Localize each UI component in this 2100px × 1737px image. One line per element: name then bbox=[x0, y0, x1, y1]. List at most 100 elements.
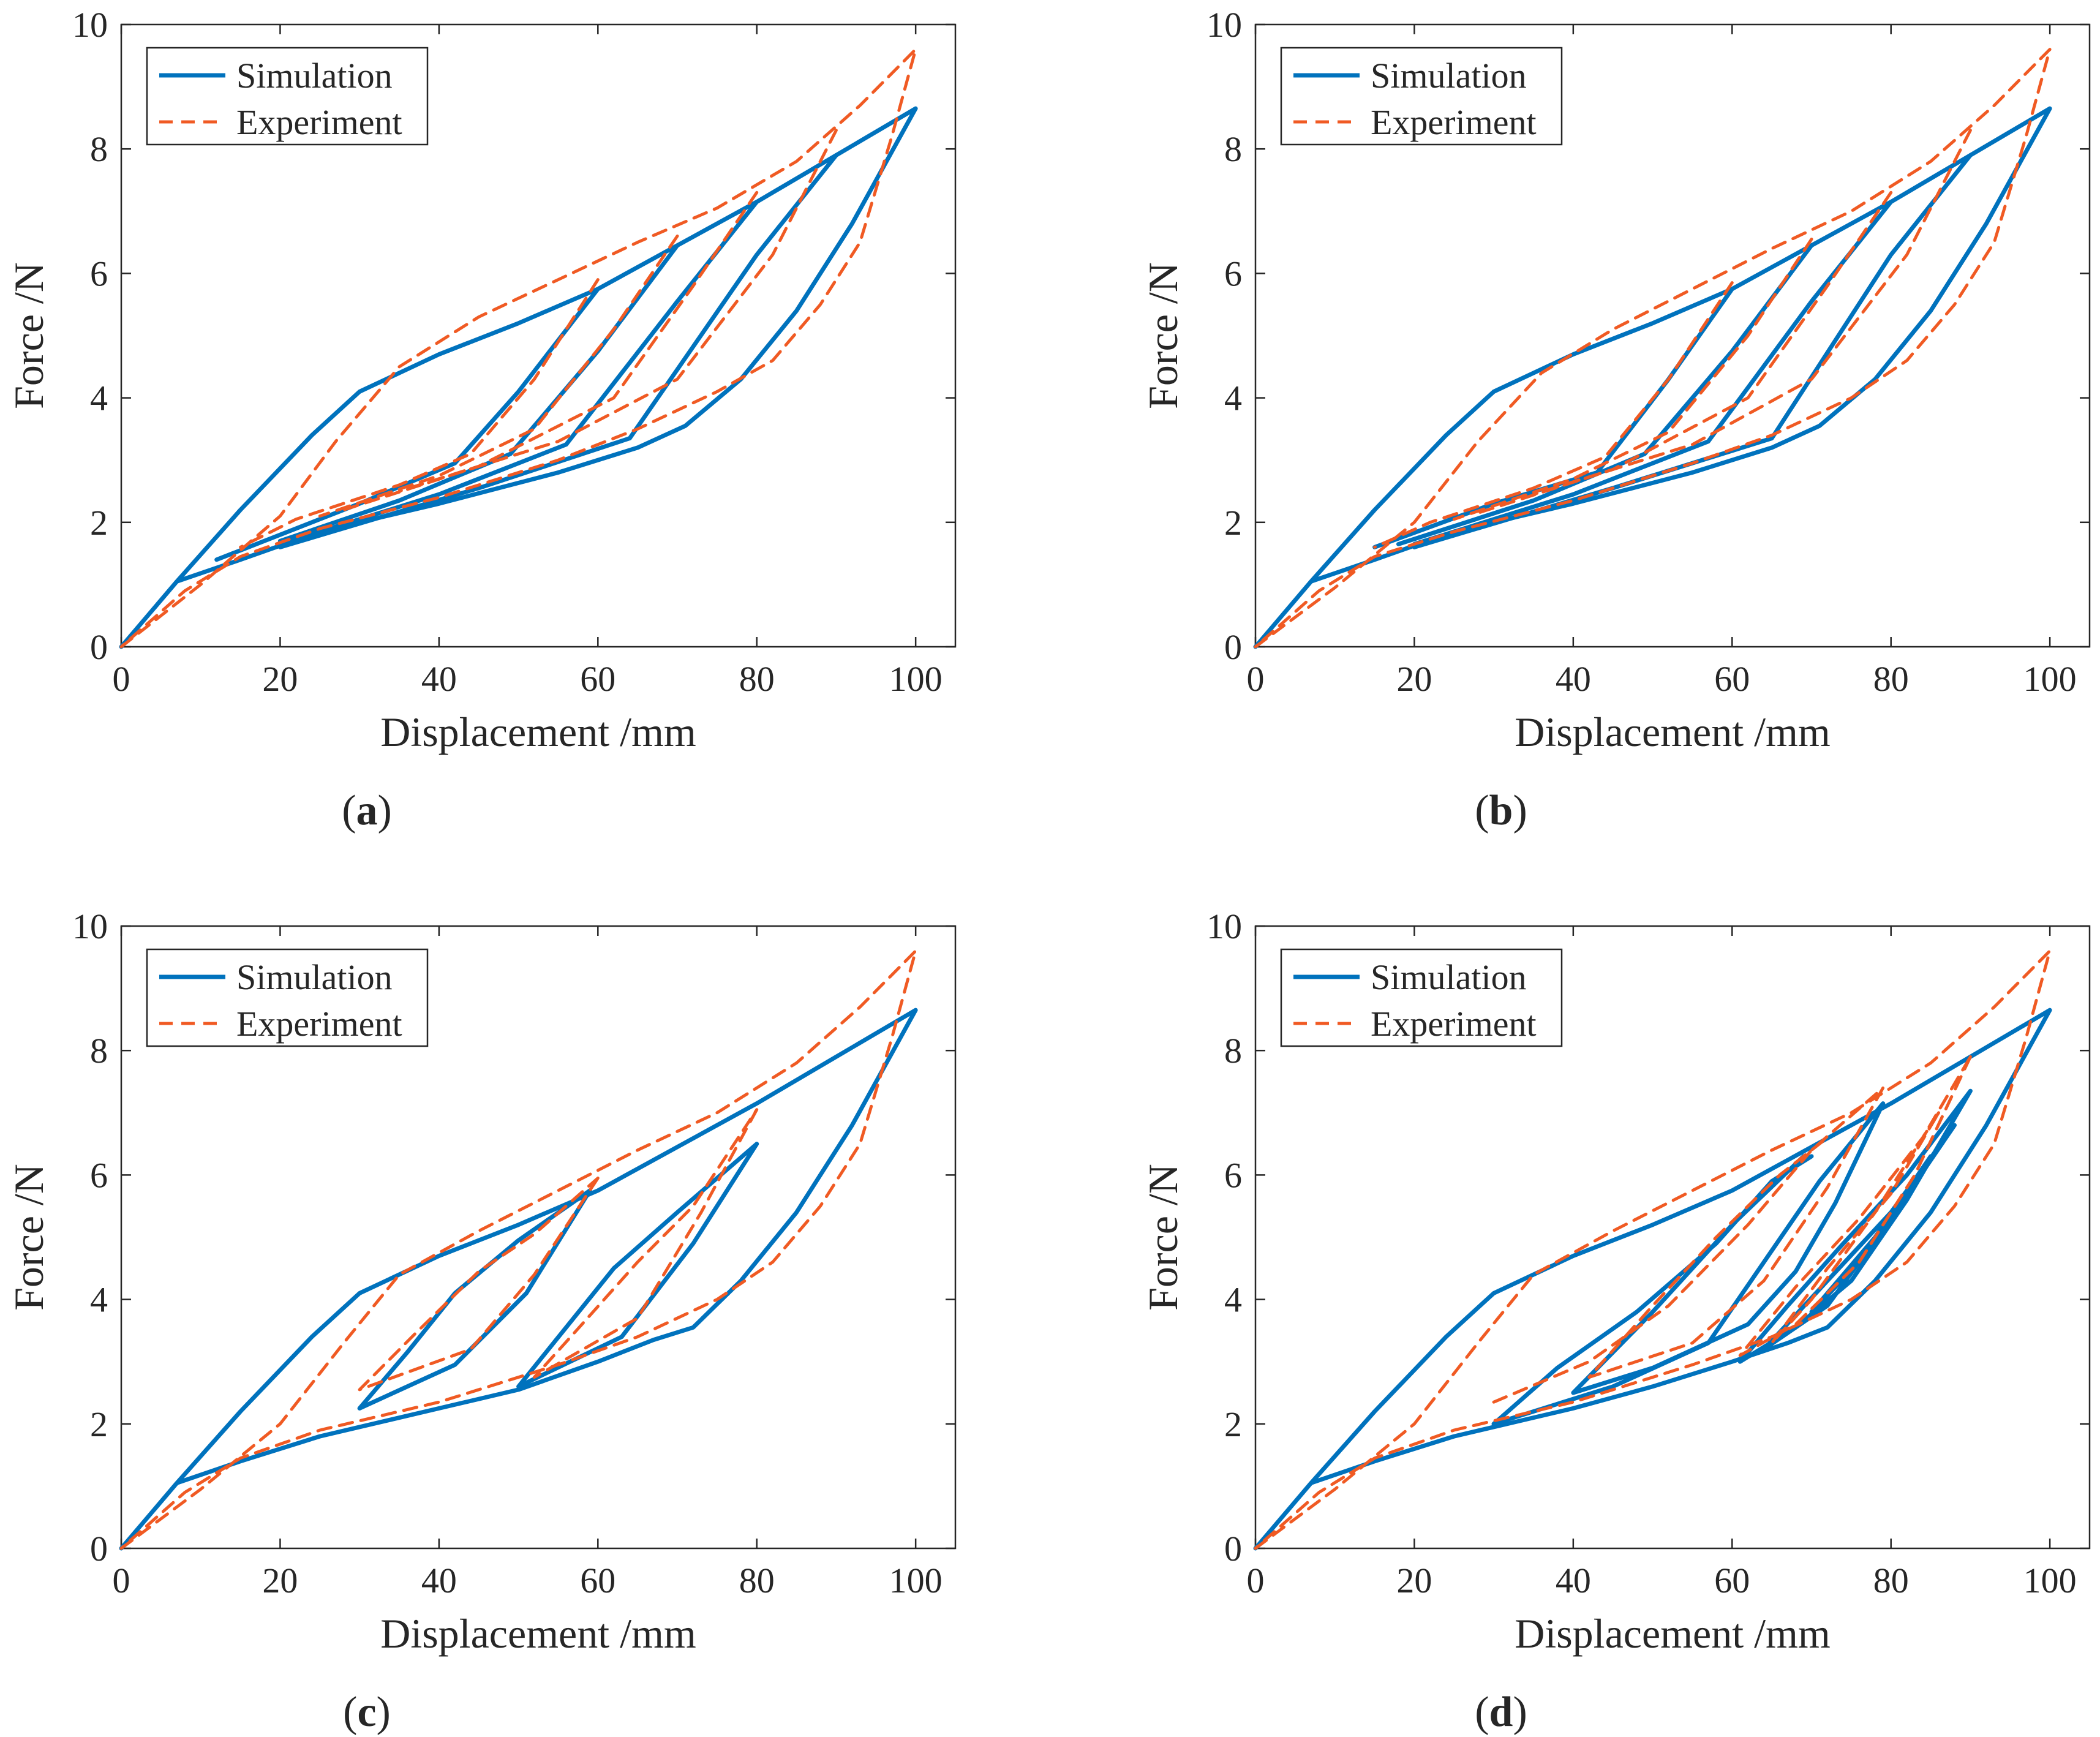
chart-panel-d: 0 20 40 60 80 100 0 2 4 6 8 10 Displacement /mm Force… bbox=[1140, 906, 2091, 1736]
x-axis-label: Displacement /mm bbox=[1515, 1610, 1831, 1657]
y-tick-label: 4 bbox=[1224, 1280, 1242, 1320]
y-tick-label: 10 bbox=[1206, 5, 1242, 45]
y-tick-label: 2 bbox=[90, 503, 108, 543]
caption-letter: c bbox=[357, 1689, 376, 1736]
x-tick-label: 100 bbox=[2023, 659, 2077, 699]
chart-panel-b: 0 20 40 60 80 100 0 2 4 6 8 10 Displacement /mm Force… bbox=[1140, 5, 2091, 834]
y-tick-label: 8 bbox=[90, 129, 108, 169]
experiment-line bbox=[1254, 949, 2052, 1550]
y-tick-label: 4 bbox=[90, 379, 108, 418]
experiment-line bbox=[397, 129, 838, 493]
experiment-line bbox=[1738, 1055, 1972, 1357]
y-tick-label: 0 bbox=[90, 1529, 108, 1569]
x-tick-label: 20 bbox=[262, 1561, 298, 1600]
y-tick-label: 0 bbox=[90, 627, 108, 667]
simulation-line bbox=[357, 1188, 592, 1411]
y-axis-label: Force /N bbox=[6, 262, 52, 409]
simulation-line bbox=[516, 1142, 759, 1389]
panel-caption: (d) bbox=[1475, 1689, 1527, 1736]
y-tick-label: 6 bbox=[1224, 1155, 1242, 1195]
x-tick-label: 40 bbox=[1556, 1561, 1591, 1600]
legend-label-simulation: Simulation bbox=[1371, 56, 1527, 96]
legend-box bbox=[146, 948, 429, 1047]
x-tick-label: 0 bbox=[113, 1561, 130, 1600]
caption-paren-open: ( bbox=[342, 787, 356, 834]
experiment-line bbox=[119, 48, 917, 649]
y-tick-label: 2 bbox=[90, 1404, 108, 1444]
x-tick-label: 20 bbox=[262, 659, 298, 699]
y-tick-label: 0 bbox=[1224, 627, 1242, 667]
x-tick-label: 100 bbox=[889, 1561, 943, 1600]
experiment-line bbox=[1452, 238, 1813, 521]
experiment-line bbox=[1532, 129, 1972, 496]
y-axis-label: Force /N bbox=[1140, 262, 1186, 409]
x-tick-label: 60 bbox=[1714, 1561, 1750, 1600]
experiment-line bbox=[318, 234, 679, 518]
x-tick-label: 40 bbox=[421, 1561, 457, 1600]
experiment-line bbox=[1770, 1111, 1940, 1345]
y-axis-label: Force /N bbox=[6, 1164, 52, 1311]
experiment-line bbox=[1254, 48, 2052, 649]
legend-label-simulation: Simulation bbox=[1371, 957, 1527, 997]
x-axis-label: Displacement /mm bbox=[1515, 709, 1831, 755]
experiment-line bbox=[358, 1177, 600, 1392]
caption-paren-open: ( bbox=[343, 1689, 357, 1736]
caption-paren-open: ( bbox=[1475, 787, 1489, 834]
caption-letter: b bbox=[1489, 787, 1513, 834]
y-tick-label: 2 bbox=[1224, 1404, 1242, 1444]
legend-label-experiment: Experiment bbox=[1371, 102, 1537, 142]
y-tick-label: 10 bbox=[1206, 906, 1242, 946]
x-axis-label: Displacement /mm bbox=[380, 709, 696, 755]
simulation-line bbox=[214, 287, 600, 562]
experiment-line bbox=[1492, 1086, 1885, 1404]
experiment-line bbox=[239, 278, 600, 549]
caption-paren-close: ) bbox=[1513, 787, 1527, 834]
legend-box bbox=[146, 47, 429, 146]
x-tick-label: 40 bbox=[421, 659, 457, 699]
caption-paren-open: ( bbox=[1475, 1689, 1489, 1736]
x-tick-label: 0 bbox=[113, 659, 130, 699]
x-tick-label: 20 bbox=[1396, 659, 1432, 699]
x-tick-label: 60 bbox=[1714, 659, 1750, 699]
y-tick-label: 8 bbox=[90, 1031, 108, 1071]
y-tick-label: 6 bbox=[90, 1155, 108, 1195]
chart-panel-c: 0 20 40 60 80 100 0 2 4 6 8 10 Displacement /mm Force… bbox=[6, 906, 957, 1736]
experiment-line bbox=[533, 1108, 759, 1379]
panel-caption: (a) bbox=[342, 787, 392, 834]
y-tick-label: 8 bbox=[1224, 1031, 1242, 1071]
y-tick-label: 4 bbox=[90, 1280, 108, 1320]
caption-letter: d bbox=[1489, 1689, 1513, 1736]
y-tick-label: 6 bbox=[90, 254, 108, 293]
x-tick-label: 80 bbox=[1873, 659, 1909, 699]
x-tick-label: 80 bbox=[1873, 1561, 1909, 1600]
x-tick-label: 60 bbox=[580, 659, 615, 699]
x-tick-label: 80 bbox=[739, 1561, 775, 1600]
x-tick-label: 40 bbox=[1556, 659, 1591, 699]
x-tick-label: 0 bbox=[1247, 659, 1265, 699]
legend-box bbox=[1280, 948, 1563, 1047]
x-tick-label: 60 bbox=[580, 1561, 615, 1600]
y-tick-label: 8 bbox=[1224, 129, 1242, 169]
y-tick-label: 10 bbox=[72, 906, 108, 946]
y-tick-label: 4 bbox=[1224, 379, 1242, 418]
simulation-line bbox=[1809, 1154, 1933, 1314]
chart-panel-a: 0 20 40 60 80 100 0 2 4 6 8 10 Displacement /mm Force… bbox=[6, 5, 957, 834]
legend-label-experiment: Experiment bbox=[1371, 1004, 1537, 1044]
legend-label-simulation: Simulation bbox=[236, 957, 393, 997]
y-axis-label: Force /N bbox=[1140, 1164, 1186, 1311]
y-tick-label: 10 bbox=[72, 5, 108, 45]
x-tick-label: 20 bbox=[1396, 1561, 1432, 1600]
x-tick-label: 0 bbox=[1247, 1561, 1265, 1600]
legend-label-experiment: Experiment bbox=[236, 1004, 402, 1044]
panel-caption: (c) bbox=[343, 1689, 391, 1736]
x-tick-label: 100 bbox=[2023, 1561, 2077, 1600]
caption-paren-close: ) bbox=[377, 1689, 391, 1736]
y-tick-label: 6 bbox=[1224, 254, 1242, 293]
x-tick-label: 100 bbox=[889, 659, 943, 699]
y-tick-label: 0 bbox=[1224, 1529, 1242, 1569]
experiment-line bbox=[119, 949, 917, 1550]
experiment-line bbox=[1373, 281, 1734, 549]
legend-label-experiment: Experiment bbox=[236, 102, 402, 142]
caption-paren-close: ) bbox=[1513, 1689, 1527, 1736]
